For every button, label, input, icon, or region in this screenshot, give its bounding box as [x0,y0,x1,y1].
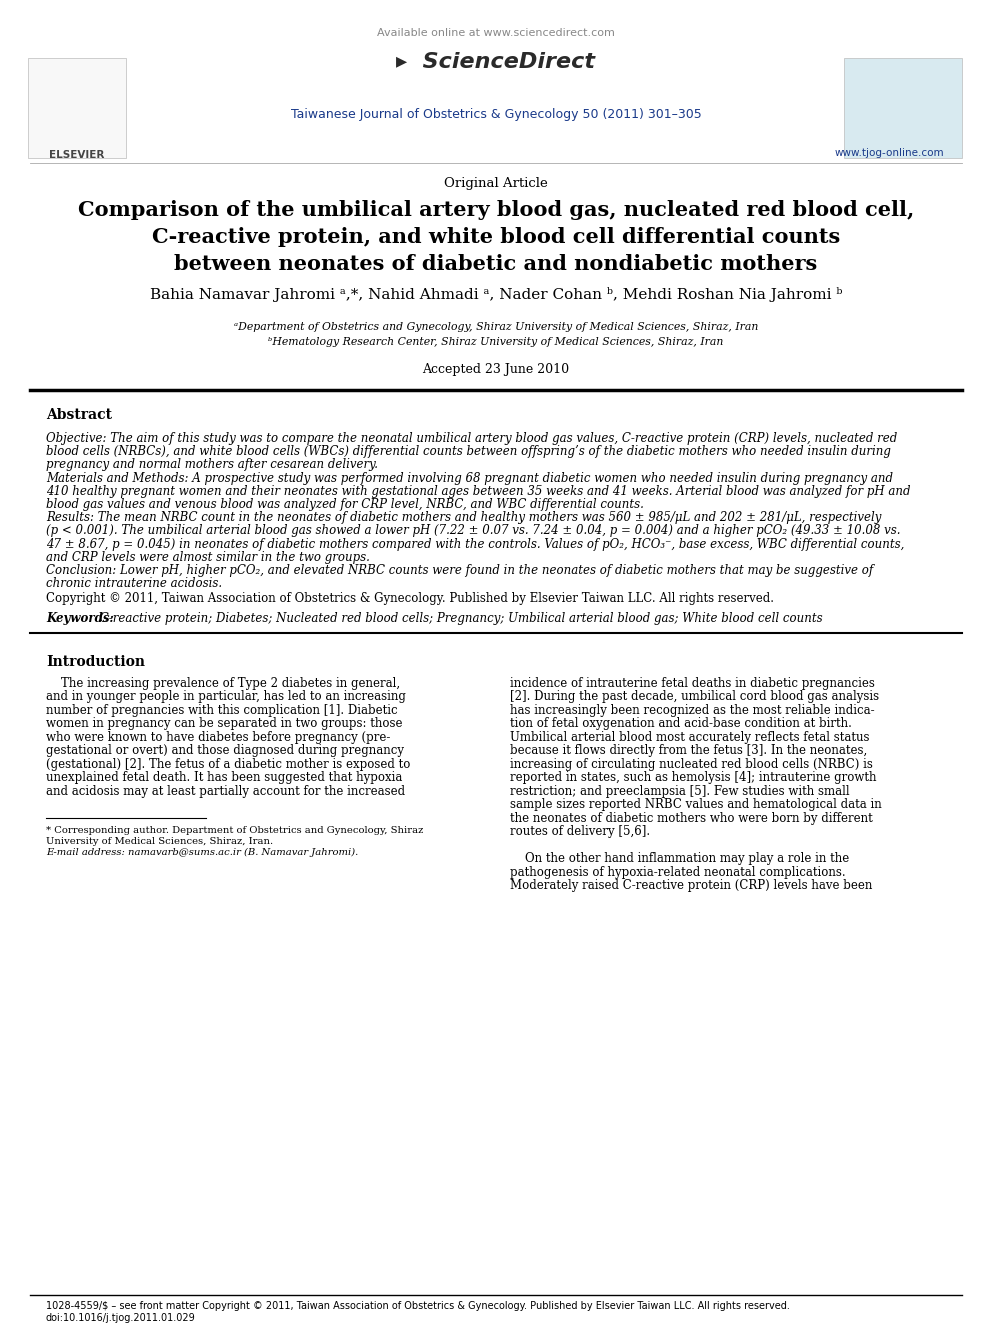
Text: Moderately raised C-reactive protein (CRP) levels have been: Moderately raised C-reactive protein (CR… [510,880,872,892]
Text: pathogenesis of hypoxia-related neonatal complications.: pathogenesis of hypoxia-related neonatal… [510,865,845,878]
Text: Bahia Namavar Jahromi ᵃ,*, Nahid Ahmadi ᵃ, Nader Cohan ᵇ, Mehdi Roshan Nia Jahro: Bahia Namavar Jahromi ᵃ,*, Nahid Ahmadi … [150,287,842,302]
Text: blood cells (NRBCs), and white blood cells (WBCs) differential counts between of: blood cells (NRBCs), and white blood cel… [46,446,891,458]
Text: blood gas values and venous blood was analyzed for CRP level, NRBC, and WBC diff: blood gas values and venous blood was an… [46,497,644,511]
Text: routes of delivery [5,6].: routes of delivery [5,6]. [510,826,650,839]
Text: ▸  ScienceDirect: ▸ ScienceDirect [397,52,595,71]
Text: C-reactive protein; Diabetes; Nucleated red blood cells; Pregnancy; Umbilical ar: C-reactive protein; Diabetes; Nucleated … [96,611,822,624]
Text: (p < 0.001). The umbilical arterial blood gas showed a lower pH (7.22 ± 0.07 vs.: (p < 0.001). The umbilical arterial bloo… [46,524,901,537]
Text: because it flows directly from the fetus [3]. In the neonates,: because it flows directly from the fetus… [510,745,867,757]
Text: ᵃDepartment of Obstetrics and Gynecology, Shiraz University of Medical Sciences,: ᵃDepartment of Obstetrics and Gynecology… [234,321,758,332]
Text: * Corresponding author. Department of Obstetrics and Gynecology, Shiraz: * Corresponding author. Department of Ob… [46,827,424,835]
FancyBboxPatch shape [28,58,126,157]
Text: ᵇHematology Research Center, Shiraz University of Medical Sciences, Shiraz, Iran: ᵇHematology Research Center, Shiraz Univ… [268,337,724,347]
Text: and CRP levels were almost similar in the two groups.: and CRP levels were almost similar in th… [46,550,370,564]
Text: between neonates of diabetic and nondiabetic mothers: between neonates of diabetic and nondiab… [175,254,817,274]
Text: and acidosis may at least partially account for the increased: and acidosis may at least partially acco… [46,785,405,798]
Text: chronic intrauterine acidosis.: chronic intrauterine acidosis. [46,577,222,590]
Text: Introduction: Introduction [46,655,145,669]
Text: Materials and Methods: A prospective study was performed involving 68 pregnant d: Materials and Methods: A prospective stu… [46,471,893,484]
Text: reported in states, such as hemolysis [4]; intrauterine growth: reported in states, such as hemolysis [4… [510,771,877,785]
Text: ELSEVIER: ELSEVIER [50,149,105,160]
Text: increasing of circulating nucleated red blood cells (NRBC) is: increasing of circulating nucleated red … [510,758,873,771]
FancyBboxPatch shape [844,58,962,157]
Text: Available online at www.sciencedirect.com: Available online at www.sciencedirect.co… [377,28,615,38]
Text: Umbilical arterial blood most accurately reflects fetal status: Umbilical arterial blood most accurately… [510,730,870,744]
Text: women in pregnancy can be separated in two groups: those: women in pregnancy can be separated in t… [46,717,403,730]
Text: On the other hand inflammation may play a role in the: On the other hand inflammation may play … [510,852,849,865]
Text: E-mail address: namavarb@sums.ac.ir (B. Namavar Jahromi).: E-mail address: namavarb@sums.ac.ir (B. … [46,848,358,857]
Text: 47 ± 8.67, p = 0.045) in neonates of diabetic mothers compared with the controls: 47 ± 8.67, p = 0.045) in neonates of dia… [46,537,905,550]
Text: www.tjog-online.com: www.tjog-online.com [834,148,944,157]
Text: and in younger people in particular, has led to an increasing: and in younger people in particular, has… [46,691,406,704]
Text: [2]. During the past decade, umbilical cord blood gas analysis: [2]. During the past decade, umbilical c… [510,691,879,704]
Text: who were known to have diabetes before pregnancy (pre-: who were known to have diabetes before p… [46,730,391,744]
Text: Copyright © 2011, Taiwan Association of Obstetrics & Gynecology. Published by El: Copyright © 2011, Taiwan Association of … [46,593,774,606]
Text: Conclusion: Lower pH, higher pCO₂, and elevated NRBC counts were found in the ne: Conclusion: Lower pH, higher pCO₂, and e… [46,564,873,577]
Text: Taiwanese Journal of Obstetrics & Gynecology 50 (2011) 301–305: Taiwanese Journal of Obstetrics & Gyneco… [291,108,701,120]
Text: has increasingly been recognized as the most reliable indica-: has increasingly been recognized as the … [510,704,875,717]
Text: doi:10.1016/j.tjog.2011.01.029: doi:10.1016/j.tjog.2011.01.029 [46,1312,195,1323]
Text: incidence of intrauterine fetal deaths in diabetic pregnancies: incidence of intrauterine fetal deaths i… [510,677,875,689]
Text: 1028-4559/$ – see front matter Copyright © 2011, Taiwan Association of Obstetric: 1028-4559/$ – see front matter Copyright… [46,1301,790,1311]
Text: Results: The mean NRBC count in the neonates of diabetic mothers and healthy mot: Results: The mean NRBC count in the neon… [46,511,881,524]
Text: tion of fetal oxygenation and acid-base condition at birth.: tion of fetal oxygenation and acid-base … [510,717,852,730]
Text: pregnancy and normal mothers after cesarean delivery.: pregnancy and normal mothers after cesar… [46,458,378,471]
Text: Accepted 23 June 2010: Accepted 23 June 2010 [423,363,569,376]
Text: gestational or overt) and those diagnosed during pregnancy: gestational or overt) and those diagnose… [46,745,404,757]
Text: sample sizes reported NRBC values and hematological data in: sample sizes reported NRBC values and he… [510,798,882,811]
Text: Original Article: Original Article [444,177,548,191]
Text: Objective: The aim of this study was to compare the neonatal umbilical artery bl: Objective: The aim of this study was to … [46,433,897,445]
Text: University of Medical Sciences, Shiraz, Iran.: University of Medical Sciences, Shiraz, … [46,837,273,847]
Text: 410 healthy pregnant women and their neonates with gestational ages between 35 w: 410 healthy pregnant women and their neo… [46,484,911,497]
Text: the neonates of diabetic mothers who were born by different: the neonates of diabetic mothers who wer… [510,812,873,824]
Text: C-reactive protein, and white blood cell differential counts: C-reactive protein, and white blood cell… [152,228,840,247]
Text: restriction; and preeclampsia [5]. Few studies with small: restriction; and preeclampsia [5]. Few s… [510,785,849,798]
Text: Comparison of the umbilical artery blood gas, nucleated red blood cell,: Comparison of the umbilical artery blood… [78,200,914,220]
Text: Keywords:: Keywords: [46,611,114,624]
Text: number of pregnancies with this complication [1]. Diabetic: number of pregnancies with this complica… [46,704,398,717]
Text: unexplained fetal death. It has been suggested that hypoxia: unexplained fetal death. It has been sug… [46,771,403,785]
Text: Abstract: Abstract [46,407,112,422]
Text: The increasing prevalence of Type 2 diabetes in general,: The increasing prevalence of Type 2 diab… [46,677,400,689]
Text: (gestational) [2]. The fetus of a diabetic mother is exposed to: (gestational) [2]. The fetus of a diabet… [46,758,411,771]
